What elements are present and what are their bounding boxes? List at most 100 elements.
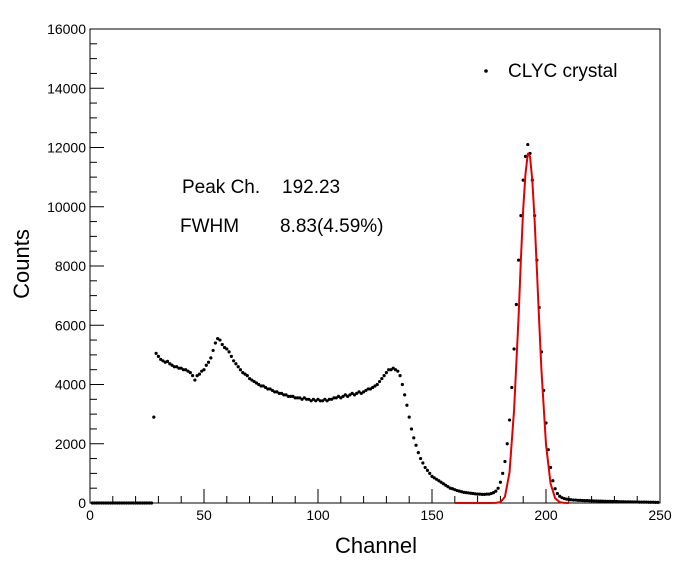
data-point: [165, 359, 170, 363]
data-point: [136, 501, 140, 505]
fwhm-annotation: FWHM 8.83(4.59%): [180, 216, 384, 237]
data-point: [152, 415, 156, 419]
data-point: [387, 368, 391, 372]
data-point: [551, 479, 555, 483]
data-point: [273, 390, 277, 394]
data-point: [122, 501, 126, 505]
data-point: [227, 350, 231, 354]
data-point: [441, 482, 445, 486]
data-point: [514, 302, 518, 307]
data-point: [382, 374, 386, 378]
data-point: [186, 369, 190, 373]
data-point: [416, 451, 420, 455]
data-point: [608, 499, 612, 503]
data-point: [621, 500, 626, 504]
data-point: [314, 399, 318, 403]
data-point: [647, 500, 651, 504]
data-point: [134, 501, 138, 505]
data-point: [259, 384, 263, 388]
data-point: [316, 397, 320, 401]
data-point: [175, 365, 179, 369]
data-point: [275, 390, 279, 394]
data-point: [216, 336, 220, 341]
data-point: [339, 396, 343, 400]
data-point: [366, 387, 370, 391]
data-point: [653, 500, 658, 505]
data-point: [168, 362, 172, 366]
data-point: [637, 500, 642, 504]
data-point: [222, 345, 227, 350]
data-point: [423, 465, 427, 470]
data-point: [257, 382, 261, 387]
y-tick-label: 0: [78, 495, 86, 511]
data-point: [266, 387, 270, 391]
data-point: [113, 501, 117, 505]
data-point: [412, 436, 416, 440]
data-point: [485, 492, 489, 496]
data-point: [576, 498, 580, 502]
data-point: [505, 442, 509, 446]
data-point: [156, 354, 160, 358]
data-point: [200, 369, 204, 373]
data-point: [127, 501, 131, 505]
data-point: [311, 397, 316, 401]
data-point: [380, 376, 384, 381]
y-tick-label: 4000: [55, 377, 86, 393]
data-point: [596, 499, 601, 503]
data-point: [501, 471, 505, 475]
x-tick-label: 50: [196, 507, 212, 523]
peak-label: Peak Ch.: [182, 177, 260, 198]
data-point: [149, 501, 154, 505]
data-point: [624, 500, 628, 504]
data-point: [414, 443, 418, 447]
data-point: [526, 142, 530, 147]
data-point: [124, 501, 129, 505]
x-tick-label: 150: [420, 507, 444, 523]
data-point: [571, 498, 575, 502]
data-point: [494, 489, 498, 493]
data-point: [384, 371, 388, 375]
data-point: [138, 501, 142, 505]
data-point: [90, 501, 94, 505]
data-point: [592, 499, 596, 503]
data-point: [644, 500, 648, 504]
data-point: [241, 371, 245, 375]
data-point: [400, 382, 404, 387]
y-tick-label: 10000: [47, 199, 86, 215]
data-point: [106, 501, 110, 505]
data-point: [325, 399, 329, 403]
data-point: [425, 468, 430, 473]
x-tick-label: 0: [86, 507, 94, 523]
data-point: [633, 500, 637, 504]
data-point: [202, 368, 206, 372]
data-point: [421, 461, 425, 465]
data-point: [583, 499, 587, 503]
data-point: [409, 427, 414, 431]
data-point: [444, 483, 448, 487]
data-point: [289, 394, 293, 398]
data-point: [238, 368, 243, 372]
data-point: [480, 492, 484, 497]
data-point: [108, 501, 113, 505]
data-point: [521, 178, 525, 182]
data-point: [428, 471, 432, 475]
data-point: [172, 365, 176, 369]
data-point: [336, 394, 341, 398]
data-point: [143, 501, 147, 505]
data-point: [553, 487, 557, 491]
y-tick-label: 14000: [47, 80, 86, 96]
data-point: [599, 499, 603, 503]
data-point: [236, 365, 240, 369]
data-point: [343, 393, 347, 397]
data-point: [263, 385, 268, 390]
data-point: [320, 399, 325, 403]
data-point: [628, 500, 632, 504]
data-point: [291, 394, 295, 398]
data-point: [99, 501, 103, 505]
data-point: [617, 500, 621, 504]
data-point: [193, 378, 197, 382]
fwhm-value: 8.83(4.59%): [280, 216, 384, 237]
data-point: [300, 397, 304, 401]
data-point: [503, 459, 507, 464]
data-point: [373, 384, 377, 388]
